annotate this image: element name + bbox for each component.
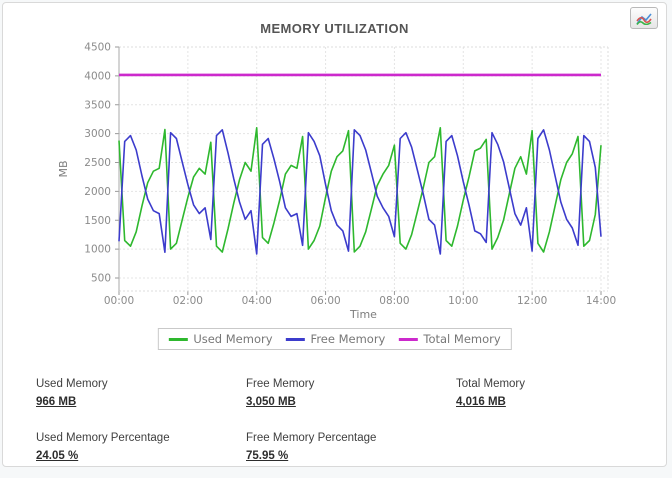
chart-legend: Used Memory Free Memory Total Memory bbox=[157, 328, 512, 350]
legend-swatch-free-memory bbox=[285, 337, 305, 341]
y-tick-label: 500 bbox=[91, 273, 111, 285]
y-tick-label: 3000 bbox=[84, 128, 111, 140]
stat-value-link[interactable]: 4,016 MB bbox=[456, 396, 506, 409]
x-tick-label: 04:00 bbox=[242, 295, 272, 307]
legend-swatch-used-memory bbox=[168, 337, 188, 341]
stat-free-memory: Free Memory 3,050 MB bbox=[246, 377, 314, 411]
stat-total-memory: Total Memory 4,016 MB bbox=[456, 377, 525, 411]
y-tick-label: 1500 bbox=[84, 215, 111, 227]
memory-utilization-card: MEMORY UTILIZATION 500 1000 1500 2000 2500 30… bbox=[2, 2, 667, 467]
stat-used-memory: Used Memory 966 MB bbox=[36, 377, 108, 411]
x-tick-label: 14:00 bbox=[586, 295, 616, 307]
legend-label: Total Memory bbox=[423, 332, 501, 346]
x-tick-label: 00:00 bbox=[104, 295, 134, 307]
memory-utilization-chart: 500 1000 1500 2000 2500 3000 3500 4000 4500 00:00… bbox=[57, 42, 616, 322]
y-tick-label: 2000 bbox=[84, 186, 111, 198]
stat-value-link[interactable]: 3,050 MB bbox=[246, 396, 296, 409]
stat-free-memory-percentage: Free Memory Percentage 75.95 % bbox=[246, 431, 376, 465]
series-line-used-memory bbox=[118, 127, 602, 253]
stat-value-link[interactable]: 24.05 % bbox=[36, 450, 79, 463]
stat-label: Free Memory bbox=[246, 378, 315, 390]
stat-label: Free Memory Percentage bbox=[246, 432, 377, 444]
y-tick-label: 3500 bbox=[84, 99, 111, 111]
x-tick-label: 06:00 bbox=[310, 295, 340, 307]
chart-options-button[interactable] bbox=[630, 7, 658, 29]
legend-label: Used Memory bbox=[193, 332, 273, 346]
y-tick-label: 4000 bbox=[84, 70, 111, 82]
x-axis-label: Time bbox=[349, 308, 377, 321]
legend-item-free-memory: Free Memory bbox=[285, 332, 386, 346]
area-chart-icon bbox=[636, 12, 652, 25]
x-tick-label: 08:00 bbox=[379, 295, 409, 307]
legend-swatch-total-memory bbox=[398, 337, 418, 341]
stat-value-link[interactable]: 966 MB bbox=[36, 396, 77, 409]
stat-used-memory-percentage: Used Memory Percentage 24.05 % bbox=[36, 431, 170, 465]
x-tick-label: 02:00 bbox=[173, 295, 203, 307]
stat-value-link[interactable]: 75.95 % bbox=[246, 450, 289, 463]
stat-label: Used Memory Percentage bbox=[36, 432, 170, 444]
x-tick-label: 12:00 bbox=[517, 295, 547, 307]
legend-label: Free Memory bbox=[310, 332, 386, 346]
y-tick-label: 1000 bbox=[84, 244, 111, 256]
series-line-free-memory bbox=[118, 129, 602, 255]
stat-label: Total Memory bbox=[456, 378, 526, 390]
chart-title: MEMORY UTILIZATION bbox=[260, 21, 409, 36]
x-tick-label: 10:00 bbox=[448, 295, 478, 307]
y-tick-label: 2500 bbox=[84, 157, 111, 169]
legend-item-total-memory: Total Memory bbox=[398, 332, 501, 346]
stat-label: Used Memory bbox=[36, 378, 108, 390]
legend-item-used-memory: Used Memory bbox=[168, 332, 273, 346]
y-axis-label: MB bbox=[57, 160, 70, 177]
y-tick-label: 4500 bbox=[84, 42, 111, 54]
